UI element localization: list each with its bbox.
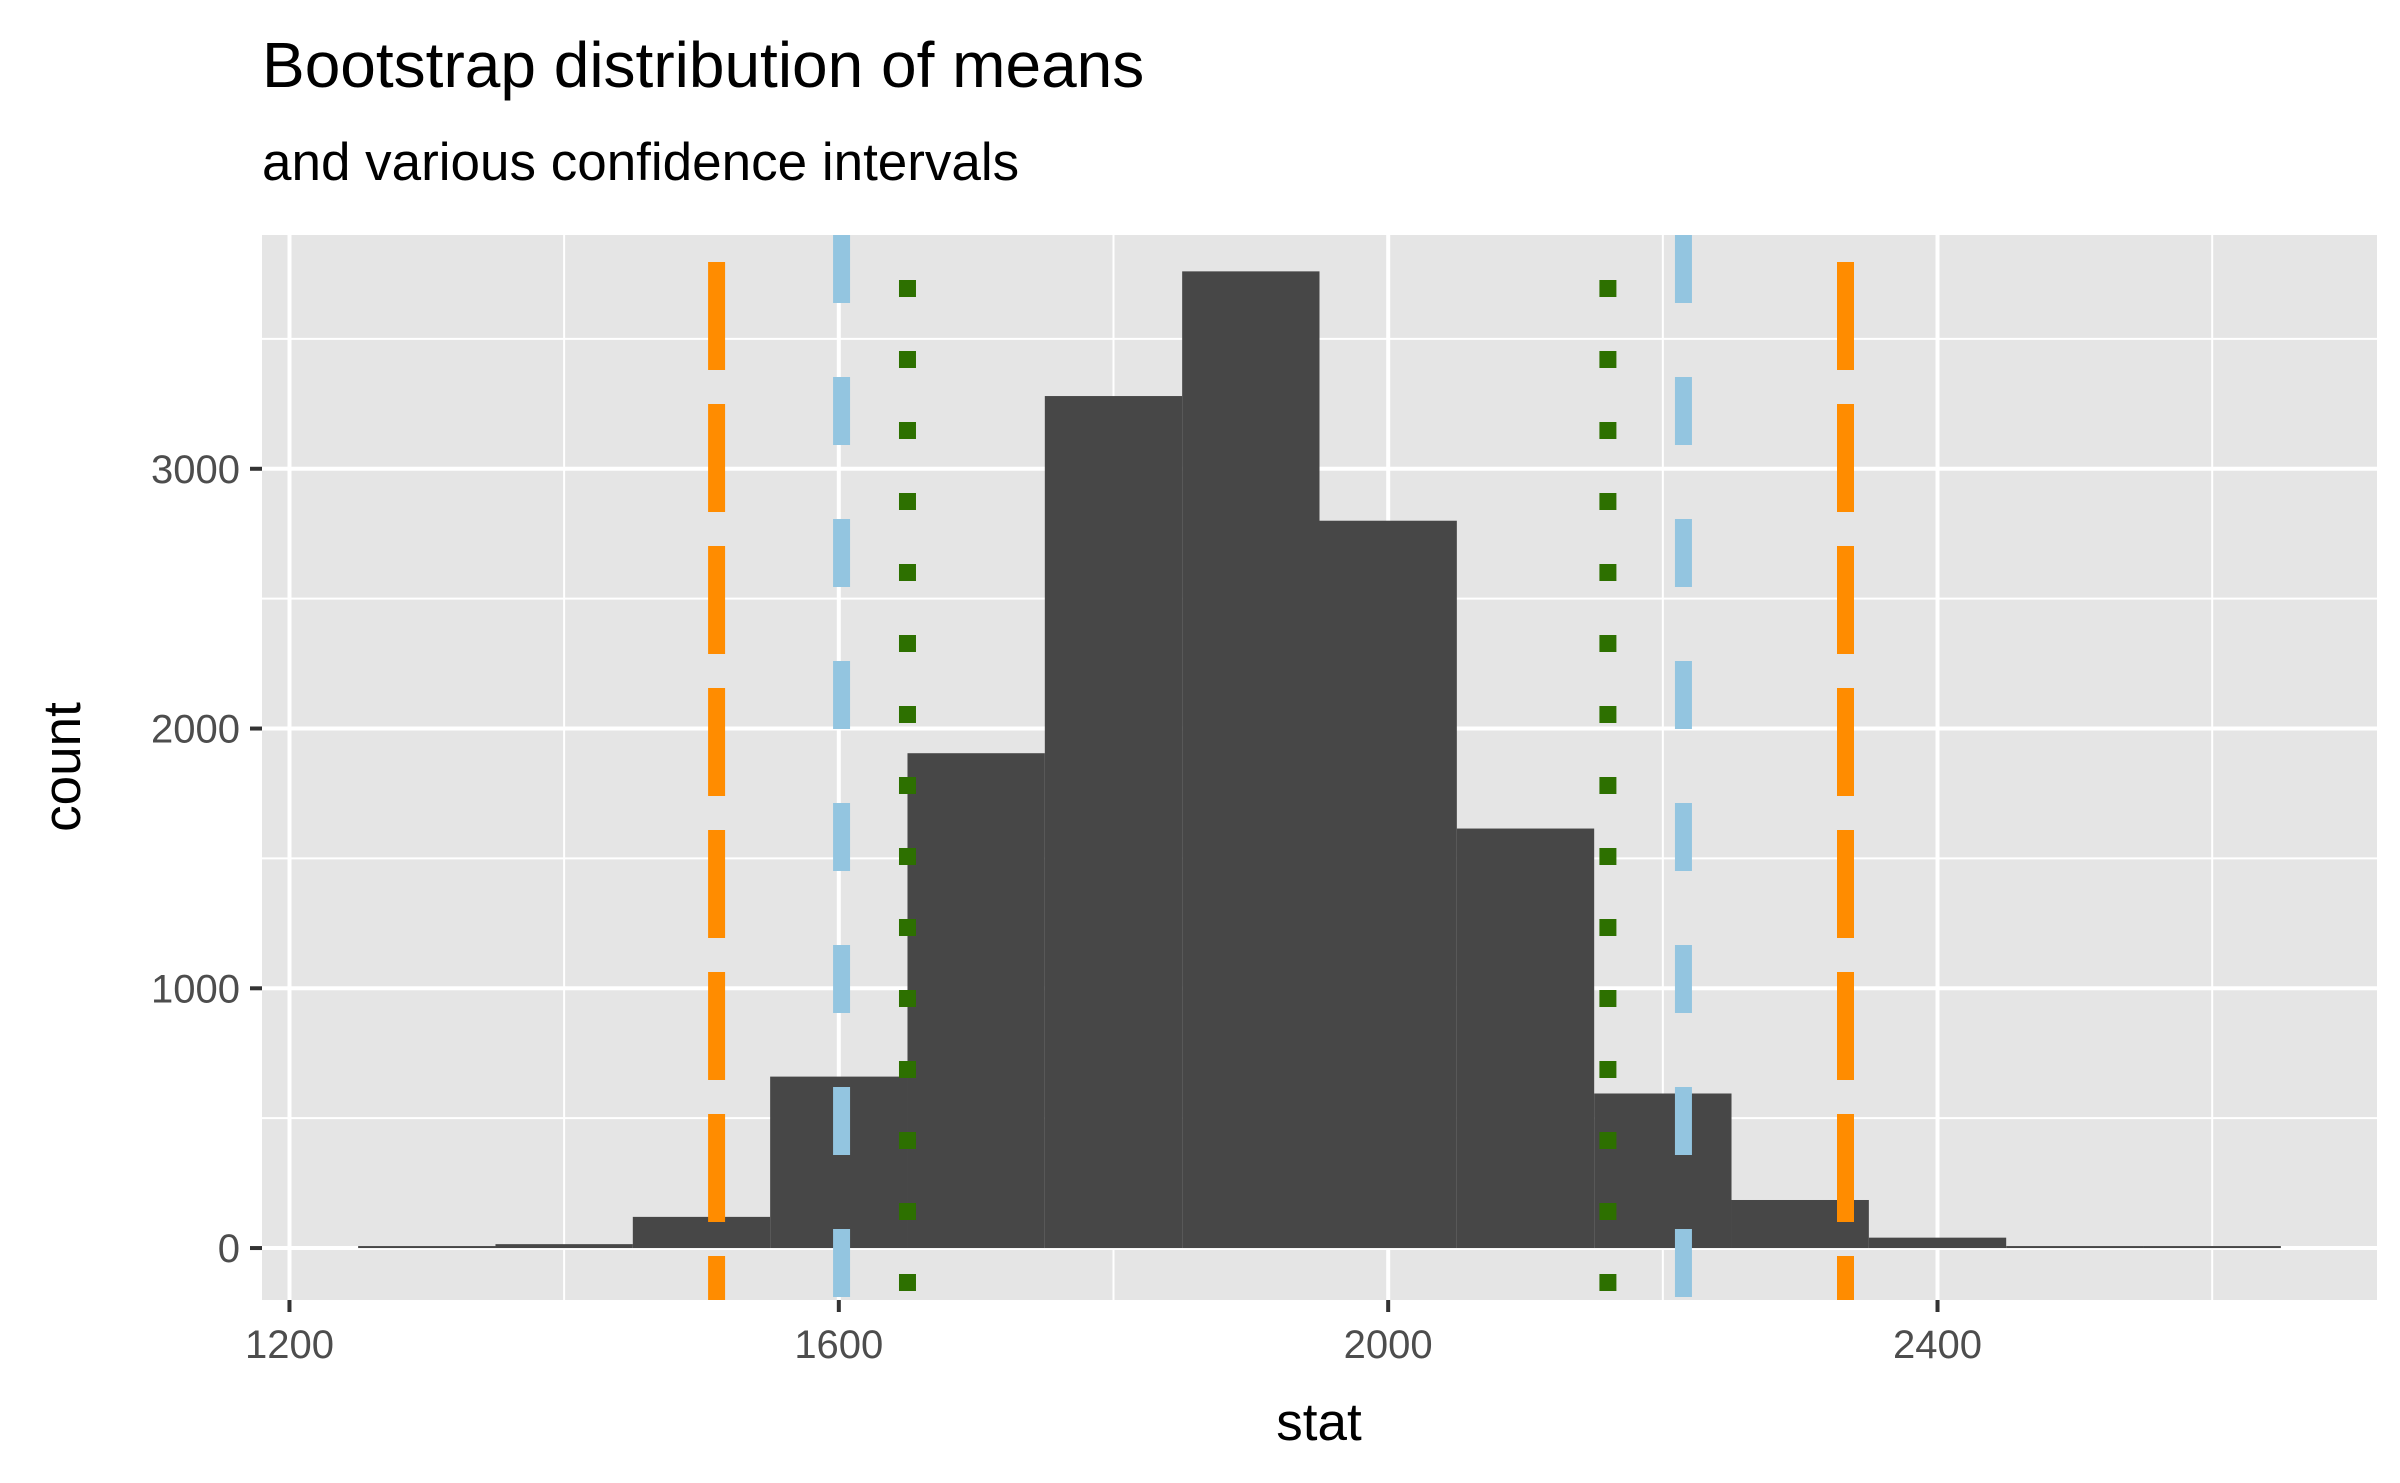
histogram-bar — [1594, 1093, 1732, 1249]
y-tick-label: 2000 — [151, 708, 240, 752]
histogram-bar — [358, 1246, 496, 1249]
histogram-bar — [1044, 396, 1183, 1249]
x-axis: 1200 1600 2000 2400 — [245, 1300, 1982, 1367]
chart-subtitle: and various confidence intervals — [262, 133, 1020, 192]
histogram-bar — [1182, 271, 1320, 1249]
y-axis-title: count — [33, 702, 92, 832]
x-axis-title: stat — [1276, 1393, 1362, 1452]
x-tick-label: 1200 — [245, 1323, 334, 1367]
chart-title: Bootstrap distribution of means — [262, 29, 1145, 101]
histogram-bar — [1868, 1237, 2007, 1249]
histogram-bar — [2143, 1246, 2281, 1249]
y-axis: 0 1000 2000 3000 — [151, 448, 262, 1271]
histogram-bar — [1319, 520, 1457, 1249]
histogram-bar — [495, 1244, 633, 1249]
y-tick-label: 0 — [218, 1227, 240, 1271]
x-tick-label: 2000 — [1344, 1323, 1433, 1367]
histogram-bar — [907, 753, 1045, 1249]
y-tick-label: 1000 — [151, 967, 240, 1011]
y-tick-label: 3000 — [151, 448, 240, 492]
histogram-bars — [358, 271, 2281, 1249]
confidence-interval-lines — [708, 235, 1855, 1300]
x-tick-label: 2400 — [1893, 1323, 1982, 1367]
histogram-bar — [2006, 1246, 2144, 1249]
x-tick-label: 1600 — [794, 1323, 883, 1367]
histogram-bar — [1456, 828, 1595, 1249]
histogram-bar — [632, 1216, 771, 1249]
